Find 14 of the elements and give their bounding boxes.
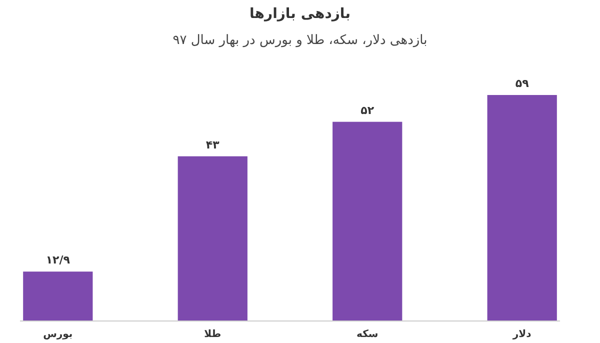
bar [178, 156, 248, 321]
data-label: ۱۲/۹ [46, 254, 70, 267]
bar [487, 95, 557, 321]
x-tick-label: بورس [43, 329, 73, 340]
data-label: ۵۹ [515, 77, 530, 90]
bar [23, 272, 93, 321]
data-label: ۵۲ [360, 104, 374, 117]
x-tick-label: دلار [512, 329, 532, 340]
chart-subtitle: بازدهی دلار، سکه، طلا و بورس در بهار سال ۹۷ [172, 33, 428, 48]
x-tick-label: سکه [356, 329, 378, 340]
chart-title: بازدهی بازارها [250, 6, 350, 22]
bar [332, 122, 402, 321]
data-label: ۴۳ [206, 138, 220, 152]
x-tick-label: طلا [204, 329, 222, 340]
